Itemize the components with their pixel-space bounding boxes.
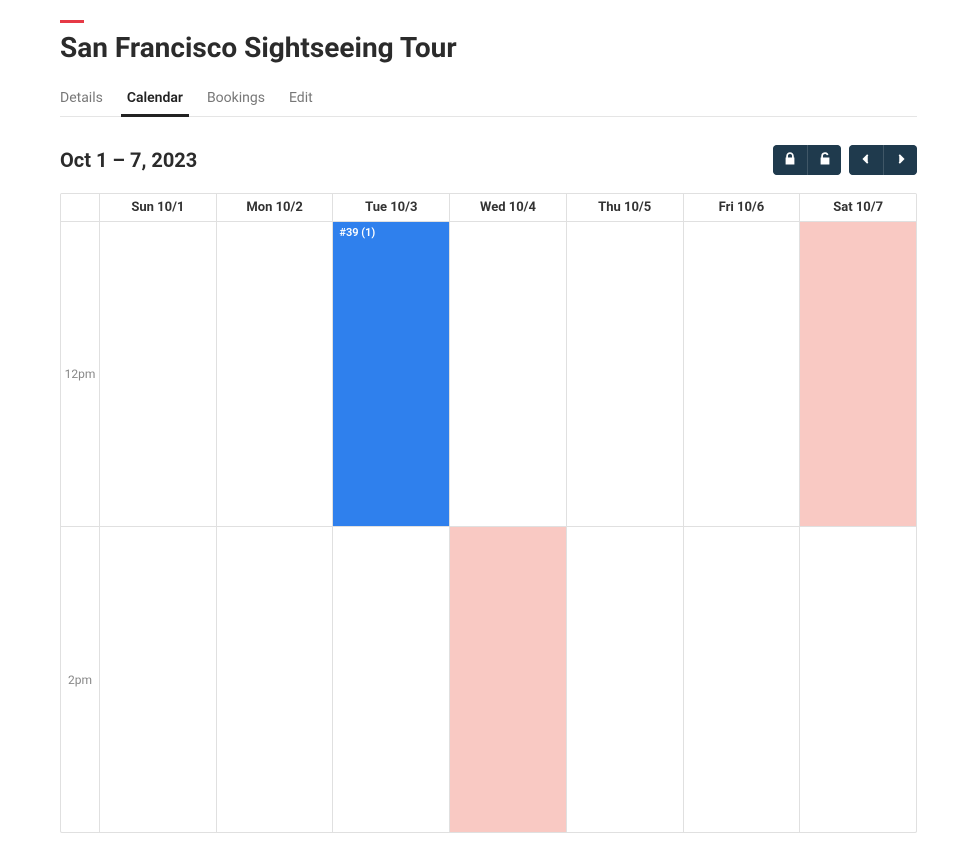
calendar-slot[interactable]: #39 (1) — [333, 222, 449, 527]
time-column: 12pm 2pm — [61, 222, 99, 832]
calendar-header-day: Tue 10/3 — [332, 194, 449, 222]
calendar-toolbar: Oct 1 – 7, 2023 — [60, 145, 917, 175]
calendar-body: 12pm 2pm #39 (1) — [61, 222, 916, 832]
lock-button[interactable] — [773, 145, 807, 175]
calendar-slot[interactable] — [800, 222, 916, 527]
day-column-sun — [99, 222, 216, 832]
tab-edit[interactable]: Edit — [289, 82, 313, 116]
tabs: Details Calendar Bookings Edit — [60, 82, 917, 117]
unlock-button[interactable] — [807, 145, 841, 175]
calendar-header-day: Fri 10/6 — [683, 194, 800, 222]
day-column-mon — [216, 222, 333, 832]
calendar-header-day: Sun 10/1 — [99, 194, 216, 222]
calendar-grid: Sun 10/1 Mon 10/2 Tue 10/3 Wed 10/4 Thu … — [60, 193, 917, 833]
calendar-slot[interactable] — [217, 222, 333, 527]
calendar-slot[interactable] — [333, 527, 449, 832]
calendar-slot[interactable] — [684, 527, 800, 832]
calendar-header-day: Sat 10/7 — [799, 194, 916, 222]
calendar-slot[interactable] — [217, 527, 333, 832]
time-label: 12pm — [61, 222, 99, 527]
time-label: 2pm — [61, 527, 99, 832]
day-column-wed — [449, 222, 566, 832]
blocked-slot[interactable] — [450, 527, 566, 832]
tab-calendar[interactable]: Calendar — [127, 82, 183, 116]
chevron-left-icon — [859, 152, 873, 169]
day-column-sat — [799, 222, 916, 832]
calendar-slot[interactable] — [450, 527, 566, 832]
accent-bar — [60, 20, 84, 23]
day-column-tue: #39 (1) — [332, 222, 449, 832]
date-range: Oct 1 – 7, 2023 — [60, 148, 197, 172]
chevron-right-icon — [894, 152, 908, 169]
calendar-slot[interactable] — [567, 527, 683, 832]
day-column-thu — [566, 222, 683, 832]
calendar-header-time-col — [61, 194, 99, 222]
calendar-header-row: Sun 10/1 Mon 10/2 Tue 10/3 Wed 10/4 Thu … — [61, 194, 916, 222]
day-column-fri — [683, 222, 800, 832]
tab-details[interactable]: Details — [60, 82, 103, 116]
calendar-slot[interactable] — [684, 222, 800, 527]
calendar-slot[interactable] — [100, 527, 216, 832]
nav-button-group — [849, 145, 917, 175]
calendar-slot[interactable] — [800, 527, 916, 832]
tab-bookings[interactable]: Bookings — [207, 82, 265, 116]
calendar-event[interactable]: #39 (1) — [333, 222, 449, 526]
lock-button-group — [773, 145, 841, 175]
calendar-slot[interactable] — [100, 222, 216, 527]
calendar-header-day: Thu 10/5 — [566, 194, 683, 222]
toolbar-buttons — [773, 145, 917, 175]
calendar-header-day: Mon 10/2 — [216, 194, 333, 222]
unlock-icon — [818, 152, 832, 169]
page-title: San Francisco Sightseeing Tour — [60, 31, 917, 64]
lock-icon — [783, 152, 797, 169]
calendar-slot[interactable] — [450, 222, 566, 527]
calendar-slot[interactable] — [567, 222, 683, 527]
prev-week-button[interactable] — [849, 145, 883, 175]
blocked-slot[interactable] — [800, 222, 916, 526]
calendar-header-day: Wed 10/4 — [449, 194, 566, 222]
next-week-button[interactable] — [883, 145, 917, 175]
